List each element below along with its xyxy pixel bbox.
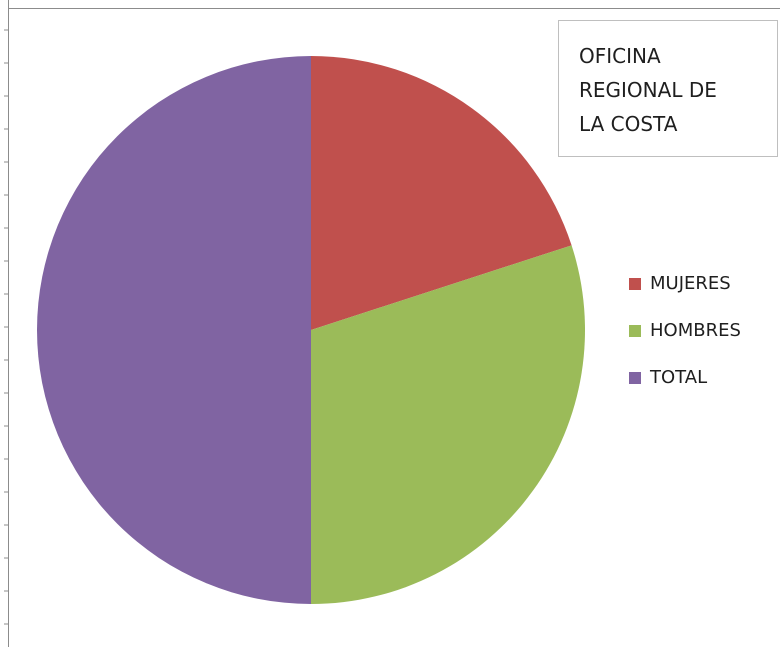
pie-slice (37, 56, 311, 604)
legend-label: MUJERES (650, 273, 731, 294)
legend-swatch (629, 278, 641, 290)
pie-slice (311, 56, 572, 330)
legend-label: TOTAL (649, 367, 707, 388)
legend-swatch (629, 325, 641, 337)
legend-label: HOMBRES (650, 320, 741, 341)
title-box: OFICINA REGIONAL DE LA COSTA (558, 20, 778, 157)
chart-title: OFICINA REGIONAL DE LA COSTA (579, 44, 717, 136)
pie-slice (311, 245, 585, 604)
legend-swatch (629, 372, 641, 384)
